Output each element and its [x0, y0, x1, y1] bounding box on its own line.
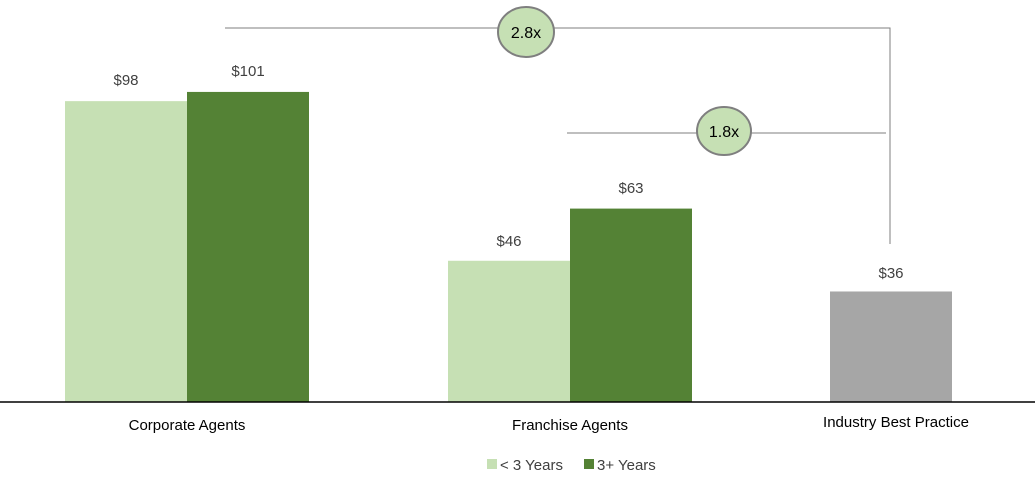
bar-franchise-3plus [570, 208, 692, 402]
connector-2-8x [225, 27, 891, 244]
legend-label-3plus: 3+ Years [597, 457, 656, 474]
value-label-franchise-lt3: $46 [496, 233, 521, 250]
bars-group [65, 91, 952, 403]
legend-swatch-3plus [584, 459, 594, 469]
legend-swatch-lt3 [487, 459, 497, 469]
legend: < 3 Years 3+ Years [487, 457, 656, 474]
multiplier-bubble-1-8x [696, 106, 752, 156]
value-label-corporate-lt3: $98 [113, 72, 138, 89]
category-label-corporate: Corporate Agents [129, 417, 246, 434]
bar-franchise-lt3 [448, 260, 570, 402]
category-label-franchise: Franchise Agents [512, 417, 628, 434]
legend-label-lt3: < 3 Years [500, 457, 563, 474]
value-label-industry: $36 [878, 265, 903, 282]
bar-corporate-3plus [187, 91, 309, 403]
multiplier-label-1-8x: 1.8x [709, 124, 739, 141]
bar-corporate-lt3 [65, 101, 187, 402]
category-label-industry: Industry Best Practice [823, 414, 969, 431]
value-label-franchise-3plus: $63 [618, 180, 643, 197]
bar-industry-industry [830, 291, 952, 402]
multiplier-label-2-8x: 2.8x [511, 25, 541, 42]
value-label-corporate-3plus: $101 [231, 63, 264, 80]
multiplier-bubble-2-8x [497, 6, 555, 58]
